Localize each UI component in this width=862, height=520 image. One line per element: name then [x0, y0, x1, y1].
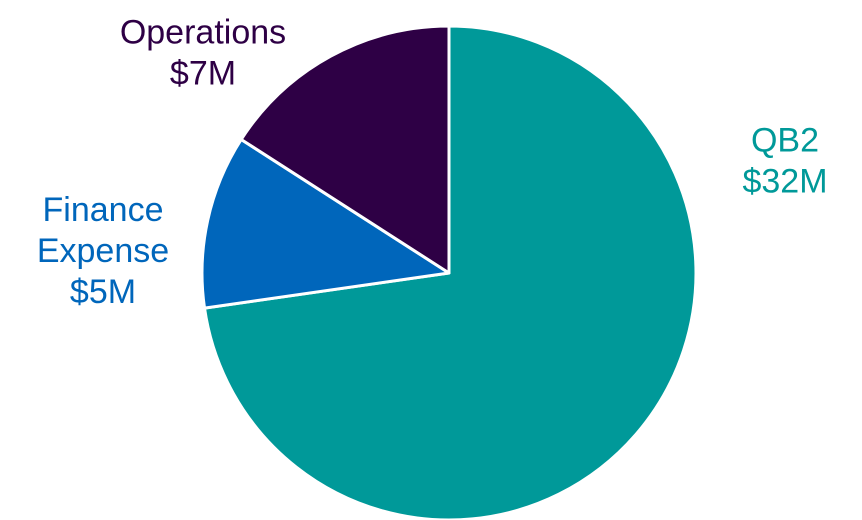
slice-value-label: $7M	[170, 55, 236, 93]
slice-name-label: Operations	[120, 14, 286, 52]
slice-label-operations: Operations $7M	[120, 14, 286, 93]
slice-name-label: Expense	[37, 232, 169, 270]
pie-slices	[200, 24, 698, 520]
slice-name-label: QB2	[751, 122, 819, 160]
pie-slice-finance-expense	[200, 137, 451, 310]
slice-name-label: Finance	[43, 191, 164, 229]
pie-labels: QB2 $32M Finance Expense $5M Operations $7M	[37, 14, 828, 312]
slice-value-label: $5M	[70, 273, 136, 311]
slice-label-qb2: QB2 $32M	[742, 122, 827, 201]
slice-value-label: $32M	[742, 163, 827, 201]
slice-label-finance-expense: Finance Expense $5M	[37, 191, 169, 311]
pie-slice-operations	[239, 24, 451, 275]
